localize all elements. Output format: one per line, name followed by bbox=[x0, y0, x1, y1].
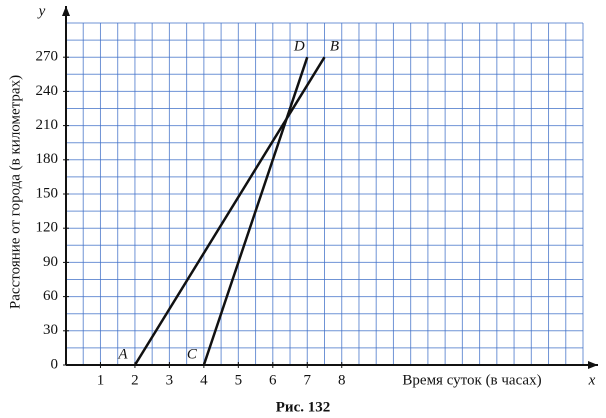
y-tick-label: 0 bbox=[51, 356, 59, 372]
line bbox=[202, 56, 309, 366]
y-tick-label: 60 bbox=[43, 288, 58, 304]
point-label: B bbox=[330, 39, 339, 55]
x-axis-arrow bbox=[588, 361, 598, 369]
point-label: C bbox=[187, 346, 198, 362]
caption: Рис. 132 bbox=[276, 399, 330, 415]
y-tick-label: 270 bbox=[36, 49, 59, 65]
y-tick-label: 180 bbox=[36, 151, 59, 167]
x-tick-label: 3 bbox=[166, 372, 174, 388]
y-tick-label: 150 bbox=[36, 185, 59, 201]
x-tick-label: 4 bbox=[200, 372, 208, 388]
x-tick-label: 7 bbox=[304, 372, 312, 388]
x-axis-name: x bbox=[588, 372, 596, 388]
line bbox=[133, 56, 326, 366]
y-axis-name: y bbox=[37, 3, 46, 19]
y-tick-label: 30 bbox=[43, 322, 58, 338]
y-tick-label: 240 bbox=[36, 83, 59, 99]
point-label: D bbox=[293, 39, 305, 55]
y-tick-label: 210 bbox=[36, 117, 59, 133]
y-tick-label: 90 bbox=[43, 254, 58, 270]
y-axis-arrow bbox=[62, 6, 70, 16]
y-axis-label: Расстояние от города (в километрах) bbox=[7, 75, 23, 309]
x-tick-label: 8 bbox=[338, 372, 346, 388]
x-tick-label: 2 bbox=[131, 372, 139, 388]
x-axis-label: Время суток (в часах) bbox=[402, 372, 541, 388]
x-tick-label: 6 bbox=[269, 372, 277, 388]
x-tick-label: 5 bbox=[235, 372, 243, 388]
y-tick-label: 120 bbox=[36, 220, 59, 236]
point-label: A bbox=[117, 346, 128, 362]
x-tick-label: 1 bbox=[97, 372, 105, 388]
